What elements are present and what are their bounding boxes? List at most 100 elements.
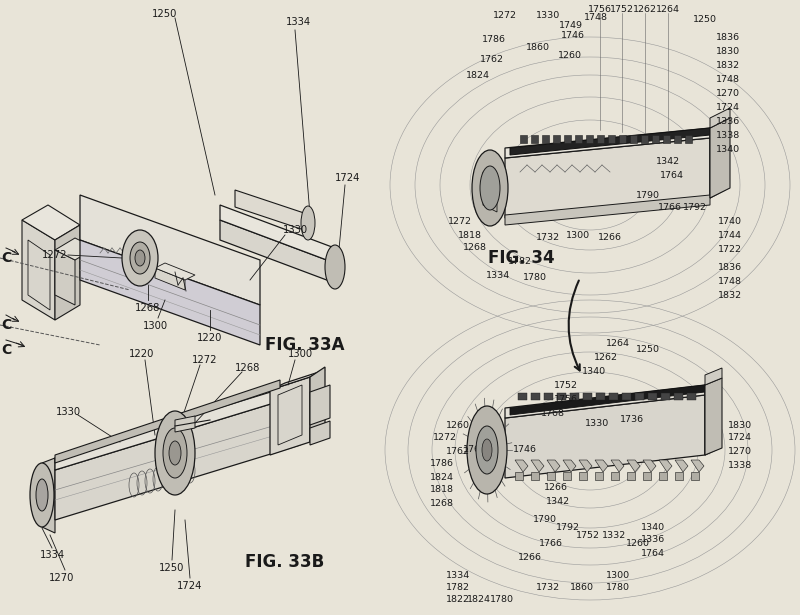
Text: 1262: 1262 [594,354,618,362]
FancyBboxPatch shape [609,393,618,400]
Text: 1792: 1792 [556,523,580,533]
Ellipse shape [130,242,150,274]
Polygon shape [705,378,720,455]
Text: 1818: 1818 [430,485,454,494]
FancyBboxPatch shape [557,393,566,400]
Text: 1752: 1752 [554,381,578,391]
Text: 1220: 1220 [198,333,222,343]
Text: 1790: 1790 [636,191,660,199]
FancyBboxPatch shape [622,393,631,400]
Text: 1749: 1749 [559,20,583,30]
FancyBboxPatch shape [641,135,648,143]
Polygon shape [579,460,592,472]
Text: 1264: 1264 [606,338,630,347]
Text: 1752: 1752 [576,531,600,539]
Text: 1340: 1340 [716,146,740,154]
Text: 1332: 1332 [602,531,626,539]
Polygon shape [659,472,667,480]
Text: 1330: 1330 [282,225,307,235]
Text: 1860: 1860 [570,584,594,592]
Polygon shape [611,460,624,472]
Text: 1832: 1832 [718,292,742,301]
Text: 1270: 1270 [50,573,74,583]
Polygon shape [515,460,528,472]
FancyBboxPatch shape [597,135,604,143]
Text: 1824: 1824 [467,595,491,605]
Text: 1830: 1830 [728,421,752,429]
Text: FIG. 33A: FIG. 33A [265,336,345,354]
Text: 1762: 1762 [480,55,504,65]
FancyBboxPatch shape [596,393,605,400]
Text: C: C [1,343,11,357]
Polygon shape [80,240,260,345]
Text: 1782: 1782 [508,258,532,266]
Ellipse shape [482,439,492,461]
Ellipse shape [135,250,145,266]
Text: 1764: 1764 [641,549,665,558]
Polygon shape [643,460,656,472]
Polygon shape [235,190,310,232]
Polygon shape [595,460,608,472]
FancyBboxPatch shape [564,135,571,143]
Text: 1334: 1334 [446,571,470,579]
Polygon shape [643,472,651,480]
Polygon shape [220,220,340,285]
Polygon shape [80,195,260,305]
Text: 1340: 1340 [582,368,606,376]
Ellipse shape [472,150,508,226]
Polygon shape [478,168,500,218]
Polygon shape [705,368,722,385]
Text: 1768: 1768 [541,408,565,418]
Polygon shape [505,128,710,158]
FancyBboxPatch shape [531,135,538,143]
Text: 1272: 1272 [433,434,457,443]
Text: 1746: 1746 [561,31,585,39]
Text: 1260: 1260 [446,421,470,430]
FancyBboxPatch shape [518,393,527,400]
Polygon shape [22,220,55,320]
Ellipse shape [467,406,507,494]
Text: 1790: 1790 [533,515,557,525]
Text: 1340: 1340 [641,523,665,533]
Polygon shape [563,472,571,480]
FancyBboxPatch shape [542,135,549,143]
Text: 1744: 1744 [718,231,742,240]
FancyBboxPatch shape [570,393,579,400]
Text: 1300: 1300 [142,321,167,331]
Polygon shape [155,268,185,290]
Text: 1250: 1250 [693,15,717,25]
Text: 1334: 1334 [486,271,510,279]
Text: 1330: 1330 [55,407,81,417]
Polygon shape [691,460,704,472]
Text: 1724: 1724 [335,173,361,183]
Text: 1330: 1330 [585,418,609,427]
Text: 1266: 1266 [598,234,622,242]
Polygon shape [22,205,80,240]
FancyBboxPatch shape [544,393,553,400]
Text: 1266: 1266 [518,554,542,563]
Text: 1250: 1250 [159,563,185,573]
Polygon shape [705,378,722,455]
Text: 1268: 1268 [430,499,454,507]
Text: 1722: 1722 [718,245,742,255]
Ellipse shape [476,426,498,474]
Text: 1250: 1250 [152,9,178,19]
Text: 1724: 1724 [178,581,202,591]
FancyBboxPatch shape [685,135,692,143]
Text: 1740: 1740 [718,218,742,226]
Text: 1338: 1338 [728,461,752,469]
Text: 1250: 1250 [636,346,660,354]
Polygon shape [505,395,705,478]
Polygon shape [659,460,672,472]
Text: 1342: 1342 [656,157,680,167]
Text: 1832: 1832 [716,62,740,71]
Polygon shape [510,385,705,415]
Text: 1330: 1330 [536,10,560,20]
Text: 1338: 1338 [716,132,740,140]
Polygon shape [595,472,603,480]
Text: FIG. 33B: FIG. 33B [245,553,324,571]
Ellipse shape [30,463,54,527]
Text: C: C [1,251,11,265]
FancyBboxPatch shape [531,393,540,400]
Polygon shape [675,460,688,472]
